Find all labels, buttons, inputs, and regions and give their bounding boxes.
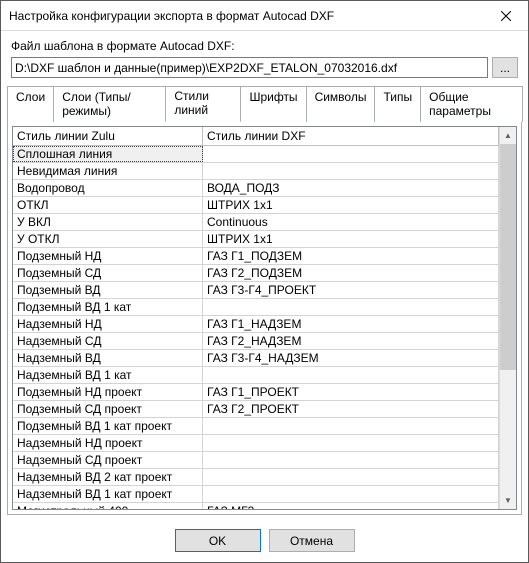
cell-zulu-style[interactable]: Водопровод xyxy=(13,180,203,196)
table-row[interactable]: Магистральный 400ГАЗ МГ3 xyxy=(13,503,499,509)
table-row[interactable]: Надземный НДГАЗ Г1_НАДЗЕМ xyxy=(13,316,499,333)
table-row[interactable]: Надземный НД проект xyxy=(13,435,499,452)
cell-dxf-style[interactable] xyxy=(203,163,499,179)
cell-dxf-style[interactable]: ГАЗ Г3-Г4_НАДЗЕМ xyxy=(203,350,499,366)
tab-panel: Стиль линии Zulu Стиль линии DXF Сплошна… xyxy=(7,121,522,515)
cell-zulu-style[interactable]: Сплошная линия xyxy=(13,146,203,162)
cell-zulu-style[interactable]: Невидимая линия xyxy=(13,163,203,179)
cell-dxf-style[interactable]: Continuous xyxy=(203,214,499,230)
cell-dxf-style[interactable]: ШТРИХ 1x1 xyxy=(203,231,499,247)
grid-body[interactable]: Сплошная линияНевидимая линияВодопроводВ… xyxy=(13,146,499,509)
close-button[interactable] xyxy=(483,1,528,30)
tab-line-styles[interactable]: Стили линий xyxy=(165,86,241,122)
cell-dxf-style[interactable]: ГАЗ Г2_ПРОЕКТ xyxy=(203,401,499,417)
file-path-input[interactable] xyxy=(11,57,488,78)
table-row[interactable]: ВодопроводВОДА_ПОДЗ xyxy=(13,180,499,197)
cell-zulu-style[interactable]: Подземный СД xyxy=(13,265,203,281)
table-row[interactable]: Подземный СД проектГАЗ Г2_ПРОЕКТ xyxy=(13,401,499,418)
table-row[interactable]: Надземный ВДГАЗ Г3-Г4_НАДЗЕМ xyxy=(13,350,499,367)
cell-zulu-style[interactable]: Надземный ВД 2 кат проект xyxy=(13,469,203,485)
cell-dxf-style[interactable] xyxy=(203,418,499,434)
table-row[interactable]: У ВКЛContinuous xyxy=(13,214,499,231)
table-row[interactable]: Надземный ВД 1 кат xyxy=(13,367,499,384)
table-row[interactable]: Надземный ВД 2 кат проект xyxy=(13,469,499,486)
cancel-button[interactable]: Отмена xyxy=(269,529,355,552)
browse-button[interactable]: ... xyxy=(492,57,518,78)
column-header-zulu[interactable]: Стиль линии Zulu xyxy=(13,127,203,145)
cell-dxf-style[interactable] xyxy=(203,367,499,383)
cell-dxf-style[interactable]: ГАЗ Г2_ПОДЗЕМ xyxy=(203,265,499,281)
cell-dxf-style[interactable] xyxy=(203,146,499,162)
close-icon xyxy=(501,11,511,21)
cell-zulu-style[interactable]: Подземный ВД xyxy=(13,282,203,298)
cell-dxf-style[interactable]: ГАЗ Г1_ПОДЗЕМ xyxy=(203,248,499,264)
file-row: ... xyxy=(1,57,528,86)
table-row[interactable]: У ОТКЛШТРИХ 1x1 xyxy=(13,231,499,248)
cell-dxf-style[interactable]: ГАЗ Г1_НАДЗЕМ xyxy=(203,316,499,332)
table-row[interactable]: Надземный СД проект xyxy=(13,452,499,469)
cell-zulu-style[interactable]: Надземный ВД 1 кат проект xyxy=(13,486,203,502)
table-row[interactable]: Подземный ВД 1 кат проект xyxy=(13,418,499,435)
table-row[interactable]: Невидимая линия xyxy=(13,163,499,180)
grid-header: Стиль линии Zulu Стиль линии DXF xyxy=(13,127,499,146)
ok-button[interactable]: OK xyxy=(175,529,261,552)
table-row[interactable]: Подземный ВДГАЗ Г3-Г4_ПРОЕКТ xyxy=(13,282,499,299)
titlebar: Настройка конфигурации экспорта в формат… xyxy=(1,1,528,31)
cell-zulu-style[interactable]: Подземный СД проект xyxy=(13,401,203,417)
tab-symbols[interactable]: Символы xyxy=(306,86,376,122)
column-header-dxf[interactable]: Стиль линии DXF xyxy=(203,127,499,145)
cell-dxf-style[interactable]: ВОДА_ПОДЗ xyxy=(203,180,499,196)
cell-dxf-style[interactable] xyxy=(203,452,499,468)
table-row[interactable]: Надземный ВД 1 кат проект xyxy=(13,486,499,503)
dialog-content: Файл шаблона в формате Autocad DXF: ... … xyxy=(1,31,528,562)
style-grid: Стиль линии Zulu Стиль линии DXF Сплошна… xyxy=(13,127,499,509)
cell-zulu-style[interactable]: У ОТКЛ xyxy=(13,231,203,247)
cell-zulu-style[interactable]: Подземный ВД 1 кат проект xyxy=(13,418,203,434)
table-row[interactable]: Подземный СДГАЗ Г2_ПОДЗЕМ xyxy=(13,265,499,282)
cell-dxf-style[interactable] xyxy=(203,486,499,502)
table-row[interactable]: Подземный ВД 1 кат xyxy=(13,299,499,316)
cell-zulu-style[interactable]: Надземный ВД 1 кат xyxy=(13,367,203,383)
scroll-down-icon[interactable]: ▼ xyxy=(500,492,516,509)
tab-layer-types[interactable]: Слои (Типы/режимы) xyxy=(53,86,166,122)
cell-zulu-style[interactable]: Надземный НД проект xyxy=(13,435,203,451)
cell-dxf-style[interactable] xyxy=(203,299,499,315)
window-title: Настройка конфигурации экспорта в формат… xyxy=(9,9,483,23)
scroll-up-icon[interactable]: ▲ xyxy=(500,127,516,144)
table-row[interactable]: ОТКЛШТРИХ 1x1 xyxy=(13,197,499,214)
tab-general[interactable]: Общие параметры xyxy=(420,86,523,122)
tab-fonts[interactable]: Шрифты xyxy=(240,86,306,122)
file-label: Файл шаблона в формате Autocad DXF: xyxy=(1,31,528,57)
cell-zulu-style[interactable]: Надземный СД xyxy=(13,333,203,349)
cell-zulu-style[interactable]: Подземный ВД 1 кат xyxy=(13,299,203,315)
tab-strip: Слои Слои (Типы/режимы) Стили линий Шриф… xyxy=(1,86,528,122)
cell-zulu-style[interactable]: Надземный СД проект xyxy=(13,452,203,468)
grid-wrapper: Стиль линии Zulu Стиль линии DXF Сплошна… xyxy=(12,126,517,510)
vertical-scrollbar[interactable]: ▲ ▼ xyxy=(499,127,516,509)
cell-dxf-style[interactable]: ГАЗ МГ3 xyxy=(203,503,499,509)
cell-zulu-style[interactable]: ОТКЛ xyxy=(13,197,203,213)
button-row: OK Отмена xyxy=(1,521,528,562)
cell-dxf-style[interactable]: ГАЗ Г3-Г4_ПРОЕКТ xyxy=(203,282,499,298)
table-row[interactable]: Подземный НДГАЗ Г1_ПОДЗЕМ xyxy=(13,248,499,265)
cell-dxf-style[interactable]: ГАЗ Г1_ПРОЕКТ xyxy=(203,384,499,400)
cell-dxf-style[interactable]: ШТРИХ 1x1 xyxy=(203,197,499,213)
table-row[interactable]: Сплошная линия xyxy=(13,146,499,163)
cell-dxf-style[interactable] xyxy=(203,469,499,485)
table-row[interactable]: Подземный НД проектГАЗ Г1_ПРОЕКТ xyxy=(13,384,499,401)
scroll-track[interactable] xyxy=(500,144,516,492)
table-row[interactable]: Надземный СДГАЗ Г2_НАДЗЕМ xyxy=(13,333,499,350)
tab-layers[interactable]: Слои xyxy=(7,86,54,122)
cell-zulu-style[interactable]: Магистральный 400 xyxy=(13,503,203,509)
tab-types[interactable]: Типы xyxy=(374,86,421,122)
cell-dxf-style[interactable]: ГАЗ Г2_НАДЗЕМ xyxy=(203,333,499,349)
cell-zulu-style[interactable]: Надземный НД xyxy=(13,316,203,332)
cell-zulu-style[interactable]: У ВКЛ xyxy=(13,214,203,230)
cell-dxf-style[interactable] xyxy=(203,435,499,451)
cell-zulu-style[interactable]: Подземный НД проект xyxy=(13,384,203,400)
cell-zulu-style[interactable]: Подземный НД xyxy=(13,248,203,264)
cell-zulu-style[interactable]: Надземный ВД xyxy=(13,350,203,366)
scroll-thumb[interactable] xyxy=(500,144,516,370)
